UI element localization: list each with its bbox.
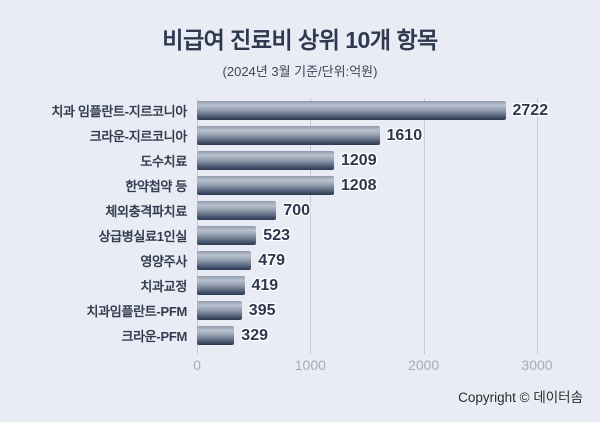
x-tick-label: 1000 — [294, 357, 326, 373]
chart-row: 영양주사 479 — [0, 248, 600, 273]
chart-row: 치과임플란트-PFM 395 — [0, 298, 600, 323]
bar — [197, 226, 257, 245]
category-label: 치과임플란트-PFM — [86, 304, 187, 319]
category-label: 영양주사 — [140, 254, 187, 269]
chart-row: 크라운-PFM 329 — [0, 323, 600, 348]
bar-track: 329 — [197, 326, 600, 345]
tick-mark — [537, 348, 538, 354]
chart-row: 치과교정 419 — [0, 273, 600, 298]
value-label: 419 — [251, 277, 279, 294]
bar — [197, 326, 235, 345]
chart-row: 크라운-지르코니아 1610 — [0, 123, 600, 148]
bar-track: 1209 — [197, 151, 600, 170]
category-label: 상급병실료1인실 — [98, 229, 187, 244]
chart-subtitle: (2024년 3월 기준/단위:억원) — [222, 64, 378, 79]
chart-row: 체외충격파치료 700 — [0, 198, 600, 223]
value-label: 2722 — [512, 102, 549, 119]
bar-rows: 치과 임플란트-지르코니아 2722 크라운-지르코니아 1610 도수치료 1209 한약… — [0, 98, 600, 348]
bar-track: 419 — [197, 276, 600, 295]
category-label: 체외충격파치료 — [105, 204, 187, 219]
bar-track: 700 — [197, 201, 600, 220]
x-tick-label: 0 — [193, 357, 201, 373]
x-tick-label: 2000 — [408, 357, 440, 373]
bar — [197, 301, 242, 320]
value-label: 700 — [283, 202, 310, 219]
bar — [197, 251, 252, 270]
value-label: 1208 — [340, 177, 377, 194]
chart-row: 도수치료 1209 — [0, 148, 600, 173]
value-label: 523 — [263, 227, 290, 244]
category-label: 크라운-지르코니아 — [89, 129, 188, 144]
bar-track: 395 — [197, 301, 600, 320]
value-label: 479 — [258, 252, 285, 269]
bar-track: 1610 — [197, 126, 600, 145]
category-label: 도수치료 — [140, 154, 187, 169]
category-label: 크라운-PFM — [121, 329, 187, 344]
gridline — [310, 98, 312, 348]
bar — [197, 126, 380, 145]
value-label: 1209 — [341, 152, 377, 169]
tick-mark — [197, 348, 198, 354]
category-label: 치과 임플란트-지르코니아 — [51, 104, 187, 119]
bar — [197, 201, 277, 220]
bar — [197, 151, 334, 170]
gridline — [423, 98, 425, 348]
value-label: 1610 — [386, 127, 423, 144]
bar-track: 523 — [197, 226, 600, 245]
x-tick-label: 3000 — [521, 357, 553, 373]
chart-row: 상급병실료1인실 523 — [0, 223, 600, 248]
bar — [197, 101, 506, 120]
bar — [197, 276, 245, 295]
chart-row: 한약첩약 등 1208 — [0, 173, 600, 198]
tick-mark — [423, 348, 425, 354]
bar — [197, 176, 334, 195]
y-axis-line — [197, 98, 198, 348]
bar-track: 2722 — [197, 101, 600, 120]
tick-mark — [310, 348, 312, 354]
copyright: Copyright © 데이터솜 — [458, 390, 583, 405]
bar-track: 479 — [197, 251, 600, 270]
category-label: 한약첩약 등 — [125, 179, 187, 194]
chart-row: 치과 임플란트-지르코니아 2722 — [0, 98, 600, 123]
value-label: 395 — [248, 302, 276, 319]
category-label: 치과교정 — [140, 279, 187, 294]
value-label: 329 — [241, 327, 268, 344]
bar-track: 1208 — [197, 176, 600, 195]
gridline — [537, 98, 538, 348]
bar-chart: 0 1000 2000 3000 치과 임플란트-지르코니아 2722 크라운-지르코니아… — [0, 98, 600, 373]
chart-title: 비급여 진료비 상위 10개 항목 — [162, 27, 438, 53]
